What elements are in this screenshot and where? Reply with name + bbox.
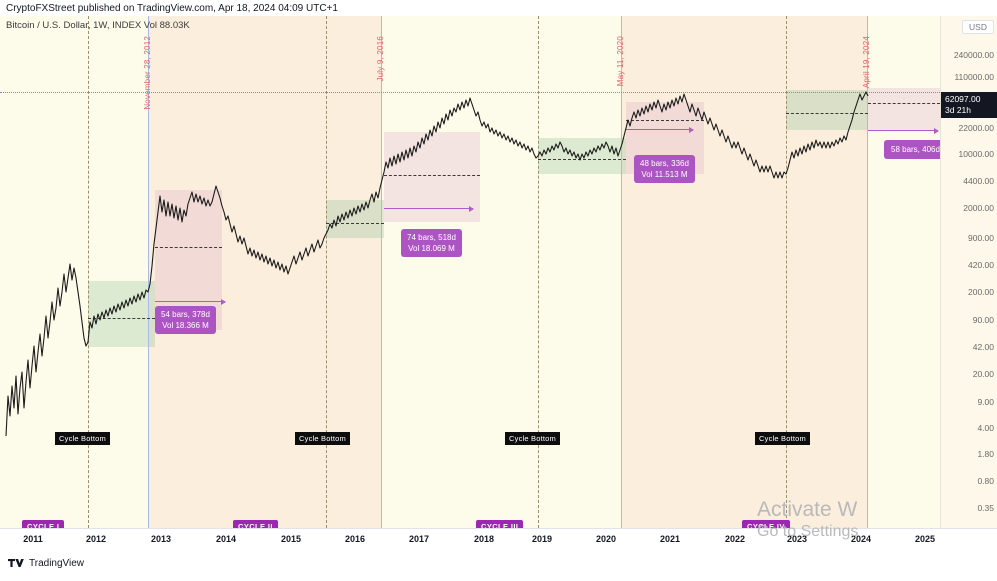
current-price-countdown: 3d 21h: [945, 104, 971, 115]
cycle-band-5: [867, 16, 940, 528]
time-axis[interactable]: 2011 2012 2013 2014 2015 2016 2017 2018 …: [0, 528, 997, 553]
price-tick: 110000.00: [954, 72, 994, 82]
accumulation-zone-3: [538, 138, 626, 174]
current-price-level-line: [0, 92, 940, 93]
price-tick: 200.00: [968, 287, 994, 297]
cycle-bottom-line-1: [88, 16, 89, 528]
time-tick: 2013: [150, 534, 172, 544]
measure-box-3-volume: Vol 11.513 M: [641, 170, 688, 179]
measure-dash-2b: [384, 175, 480, 176]
price-tick: 9.00: [977, 397, 994, 407]
current-price-badge[interactable]: 62097.00 3d 21h: [941, 92, 997, 118]
measure-box-1[interactable]: 54 bars, 378d Vol 18.366 M: [155, 306, 216, 334]
tradingview-brand-label: TradingView: [29, 558, 85, 569]
price-tick: 0.35: [977, 503, 994, 513]
time-tick: 2016: [344, 534, 366, 544]
cycle-badge-1[interactable]: CYCLE I: [22, 520, 65, 528]
time-tick: 2012: [85, 534, 107, 544]
cycle-bottom-line-2: [326, 16, 327, 528]
measure-rect-2: [384, 132, 480, 222]
cycle-badge-4[interactable]: CYCLE IV: [742, 520, 790, 528]
price-tick: 10000.00: [958, 149, 994, 159]
price-tick: 240000.00: [953, 50, 994, 60]
measure-box-3-bars: 48 bars, 336d: [640, 159, 689, 168]
price-tick: 900.00: [968, 233, 994, 243]
measure-rect-4: [868, 88, 940, 130]
time-tick: 2018: [473, 534, 495, 544]
tradingview-logo[interactable]: TradingView: [8, 558, 84, 569]
measure-dash-1a: [88, 318, 155, 319]
price-tick: 4400.00: [963, 176, 994, 186]
price-tick: 420.00: [968, 260, 994, 270]
measure-dash-1b: [155, 247, 222, 248]
time-tick: 2021: [659, 534, 681, 544]
price-tick: 4.00: [977, 423, 994, 433]
halving-line-3: [621, 16, 622, 528]
measure-box-1-bars: 54 bars, 378d: [161, 310, 210, 319]
cycle-bottom-line-4: [786, 16, 787, 528]
price-axis[interactable]: USD 240000.00 110000.00 22000.00 10000.0…: [940, 16, 997, 567]
measure-box-2-volume: Vol 18.069 M: [408, 244, 455, 253]
accumulation-zone-2: [326, 200, 384, 238]
cycle-band-4: [621, 16, 867, 528]
measure-box-4-bars: 58 bars, 406d: [891, 145, 940, 154]
measure-dash-4b: [868, 103, 940, 104]
measure-dash-3a: [538, 159, 626, 160]
time-tick: 2011: [23, 534, 43, 544]
cycle-badge-2[interactable]: CYCLE II: [233, 520, 278, 528]
time-tick: 2025: [914, 534, 936, 544]
measure-box-2[interactable]: 74 bars, 518d Vol 18.069 M: [401, 229, 462, 257]
measure-arrow-4: [868, 127, 939, 134]
measure-arrow-3: [626, 126, 694, 133]
cycle-bottom-label-1: Cycle Bottom: [55, 432, 110, 445]
currency-tag: USD: [962, 20, 994, 34]
time-tick: 2014: [215, 534, 237, 544]
measure-dash-2a: [326, 223, 384, 224]
time-tick: 2024: [850, 534, 872, 544]
price-line-series: [5, 91, 869, 437]
measure-box-3[interactable]: 48 bars, 336d Vol 11.513 M: [634, 155, 695, 183]
time-tick: 2022: [724, 534, 746, 544]
measure-dash-4a: [786, 113, 868, 114]
halving-line-1: [148, 16, 149, 528]
price-tick: 20.00: [972, 369, 994, 379]
cycle-band-3: [381, 16, 621, 528]
measure-box-4[interactable]: 58 bars, 406d: [884, 140, 940, 159]
footer: TradingView: [0, 552, 997, 581]
time-tick: 2023: [786, 534, 808, 544]
cycle-bottom-label-3: Cycle Bottom: [505, 432, 560, 445]
halving-line-4: [867, 16, 868, 528]
measure-box-1-volume: Vol 18.366 M: [162, 321, 209, 330]
time-tick: 2020: [595, 534, 617, 544]
cycle-bottom-label-4: Cycle Bottom: [755, 432, 810, 445]
price-tick: 2000.00: [963, 203, 994, 213]
measure-arrow-1: [155, 298, 226, 305]
cycle-bottom-label-2: Cycle Bottom: [295, 432, 350, 445]
cycle-badge-3[interactable]: CYCLE III: [476, 520, 524, 528]
publisher-line: CryptoFXStreet published on TradingView.…: [6, 3, 338, 14]
cycle-bottom-line-3: [538, 16, 539, 528]
tradingview-mark-icon: [8, 559, 24, 567]
accumulation-zone-1: [88, 281, 155, 347]
price-tick: 0.80: [977, 476, 994, 486]
halving-line-2: [381, 16, 382, 528]
chart-plot-area[interactable]: Bitcoin / U.S. Dollar, 1W, INDEX Vol 88.…: [0, 16, 940, 528]
measure-dash-3b: [626, 120, 704, 121]
price-tick: 1.80: [977, 449, 994, 459]
time-tick: 2019: [531, 534, 553, 544]
measure-arrow-2: [384, 205, 474, 212]
symbol-legend: Bitcoin / U.S. Dollar, 1W, INDEX Vol 88.…: [6, 20, 190, 31]
price-tick: 22000.00: [958, 123, 994, 133]
price-tick: 42.00: [972, 342, 994, 352]
time-tick: 2017: [408, 534, 430, 544]
price-tick: 90.00: [972, 315, 994, 325]
time-tick: 2015: [280, 534, 302, 544]
measure-box-2-bars: 74 bars, 518d: [407, 233, 456, 242]
current-price-value: 62097.00: [945, 94, 981, 104]
